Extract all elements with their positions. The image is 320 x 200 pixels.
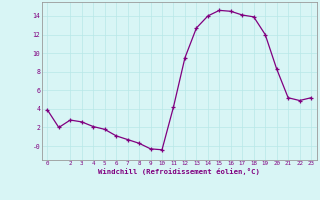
X-axis label: Windchill (Refroidissement éolien,°C): Windchill (Refroidissement éolien,°C) (98, 168, 260, 175)
